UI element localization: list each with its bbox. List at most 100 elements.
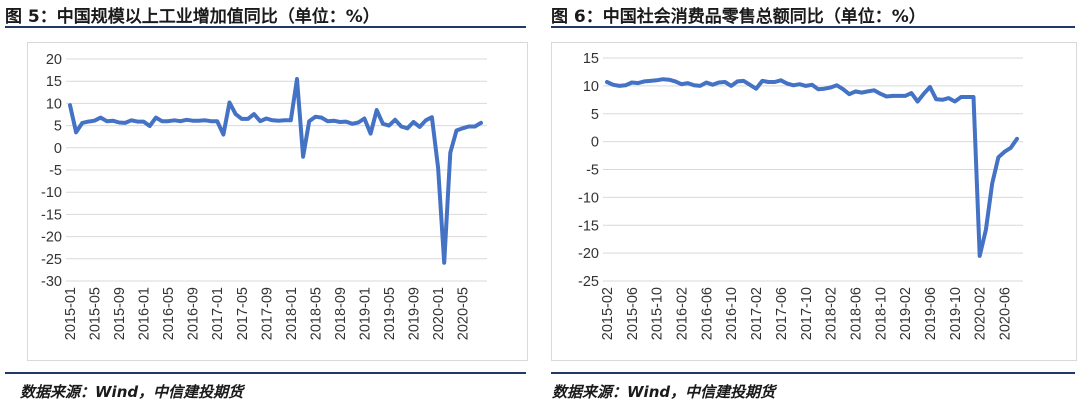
data-point (692, 83, 696, 87)
data-point (673, 79, 677, 83)
x-tick-label: 2017-09 (259, 287, 275, 340)
data-point (448, 151, 452, 155)
data-point (798, 82, 802, 86)
data-point (234, 112, 238, 116)
y-tick-label: -15 (41, 207, 62, 223)
data-point (729, 84, 733, 88)
data-point (117, 120, 121, 124)
data-point (135, 120, 139, 124)
data-point (209, 119, 213, 123)
data-point (698, 84, 702, 88)
data-point (442, 261, 446, 265)
data-point (642, 79, 646, 83)
data-point (246, 117, 250, 121)
data-point (686, 81, 690, 85)
data-point (816, 87, 820, 91)
data-point (860, 91, 864, 95)
x-tick-label: 2018-05 (308, 287, 324, 340)
y-tick-label: -20 (578, 246, 599, 262)
data-point (661, 77, 665, 81)
data-point (473, 124, 477, 128)
data-point (301, 155, 305, 159)
data-point (258, 119, 262, 123)
data-point (454, 128, 458, 132)
x-tick-label: 2018-06 (848, 287, 864, 340)
x-tick-label: 2018-09 (333, 287, 349, 340)
data-point (872, 88, 876, 92)
data-point (847, 92, 851, 96)
data-point (215, 119, 219, 123)
data-point (338, 120, 342, 124)
data-point (436, 166, 440, 170)
y-tick-label: -5 (49, 163, 62, 179)
x-tick-label: 2016-10 (724, 287, 740, 340)
data-point (903, 94, 907, 98)
data-point (283, 118, 287, 122)
data-point (375, 108, 379, 112)
series-line (605, 77, 1019, 258)
data-point (785, 82, 789, 86)
data-point (667, 78, 671, 82)
data-point (166, 119, 170, 123)
title-rule-1 (5, 26, 526, 28)
y-tick-label: -5 (586, 163, 599, 179)
data-point (320, 116, 324, 120)
chart-frame-1 (27, 42, 528, 361)
data-point (779, 78, 783, 82)
y-tick-label: -25 (41, 252, 62, 268)
data-point (252, 112, 256, 116)
y-tick-label: 20 (46, 52, 62, 68)
x-tick-label: 2017-01 (210, 287, 226, 340)
data-point (399, 124, 403, 128)
x-tick-label: 2019-09 (407, 287, 423, 340)
chart-title-1: 图 5：中国规模以上工业增加值同比（单位：%） (5, 7, 380, 27)
data-point (940, 98, 944, 102)
x-tick-label: 2015-02 (600, 287, 616, 340)
data-point (605, 80, 609, 84)
x-tick-label: 2017-02 (749, 287, 765, 340)
data-point (369, 132, 373, 136)
data-point (86, 120, 90, 124)
data-point (295, 77, 299, 81)
x-tick-label: 2017-10 (799, 287, 815, 340)
data-point (748, 83, 752, 87)
data-point (841, 87, 845, 91)
data-point (866, 89, 870, 93)
data-point (990, 181, 994, 185)
y-tick-label: -30 (41, 274, 62, 290)
data-point (760, 79, 764, 83)
data-point (381, 122, 385, 126)
y-tick-label: 5 (591, 107, 599, 123)
x-tick-label: 2017-05 (235, 287, 251, 340)
data-point (822, 87, 826, 91)
data-point (829, 86, 833, 90)
data-point (412, 120, 416, 124)
x-tick-label: 2020-05 (456, 287, 472, 340)
data-point (636, 81, 640, 85)
data-point (148, 124, 152, 128)
data-point (953, 99, 957, 103)
x-tick-label: 2019-06 (923, 287, 939, 340)
source-rule-1 (5, 372, 526, 374)
x-tick-label: 2019-01 (357, 287, 373, 340)
y-tick-label: 15 (46, 74, 62, 90)
data-point (711, 83, 715, 87)
data-point (922, 92, 926, 96)
data-point (178, 119, 182, 123)
x-tick-label: 2020-02 (973, 287, 989, 340)
x-tick-label: 2015-06 (625, 287, 641, 340)
data-point (68, 103, 72, 107)
y-tick-label: 10 (46, 96, 62, 112)
data-point (461, 126, 465, 130)
data-point (984, 228, 988, 232)
data-point (424, 118, 428, 122)
x-tick-label: 2015-05 (88, 287, 104, 340)
x-tick-label: 2019-10 (948, 287, 964, 340)
y-tick-label: -10 (41, 185, 62, 201)
data-point (93, 119, 97, 123)
x-tick-label: 2018-10 (873, 287, 889, 340)
title-rule-2 (551, 26, 1075, 28)
data-point (142, 120, 146, 124)
data-point (430, 115, 434, 119)
